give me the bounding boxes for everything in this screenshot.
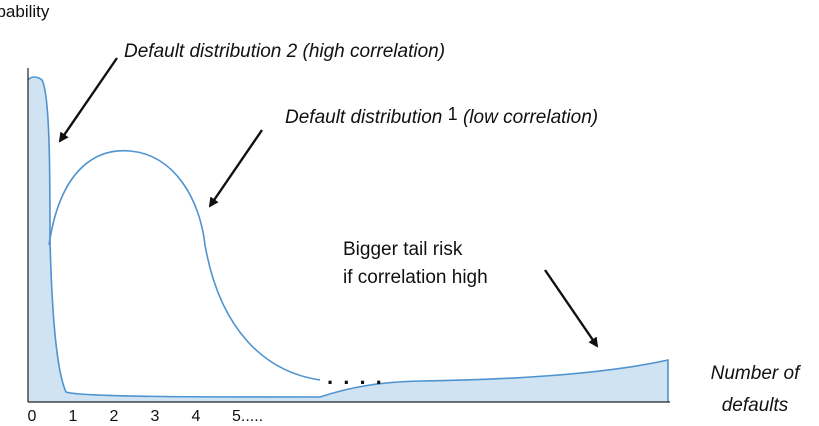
x-axis-label-line2: defaults — [722, 395, 789, 416]
series-high-correlation-line — [27, 76, 669, 402]
annotation-distribution-1-main: Default distribution — [285, 107, 448, 128]
x-tick-label: 1 — [69, 408, 78, 425]
annotation-distribution-2: Default distribution 2 (high correlation… — [124, 41, 445, 62]
x-tick-label: 2 — [110, 408, 119, 425]
arrow-distribution-1 — [208, 129, 263, 208]
arrow-tail-risk — [544, 269, 599, 348]
annotation-distribution-1-num: 1 — [448, 104, 458, 124]
arrow-distribution-2 — [58, 57, 118, 143]
y-axis-label: Probability — [0, 2, 50, 21]
annotation-distribution-1: Default distribution 1 (low correlation) — [285, 104, 598, 128]
annotation-distribution-1-rest: (low correlation) — [458, 107, 598, 128]
annotation-tail-risk-line1: Bigger tail risk — [343, 239, 463, 260]
x-tick-label: 4 — [192, 408, 201, 425]
x-tick-label: 0 — [28, 408, 37, 425]
x-tick-labels: 0 1 2 3 4 5..... — [28, 408, 264, 425]
series-low-correlation-line — [48, 149, 321, 381]
ellipsis-dots: . . . . — [327, 364, 384, 389]
x-tick-label: 5..... — [232, 408, 263, 425]
x-axis-label-line1: Number of — [711, 363, 801, 384]
annotation-tail-risk-line2: if correlation high — [343, 267, 488, 288]
x-tick-label: 3 — [151, 408, 160, 425]
